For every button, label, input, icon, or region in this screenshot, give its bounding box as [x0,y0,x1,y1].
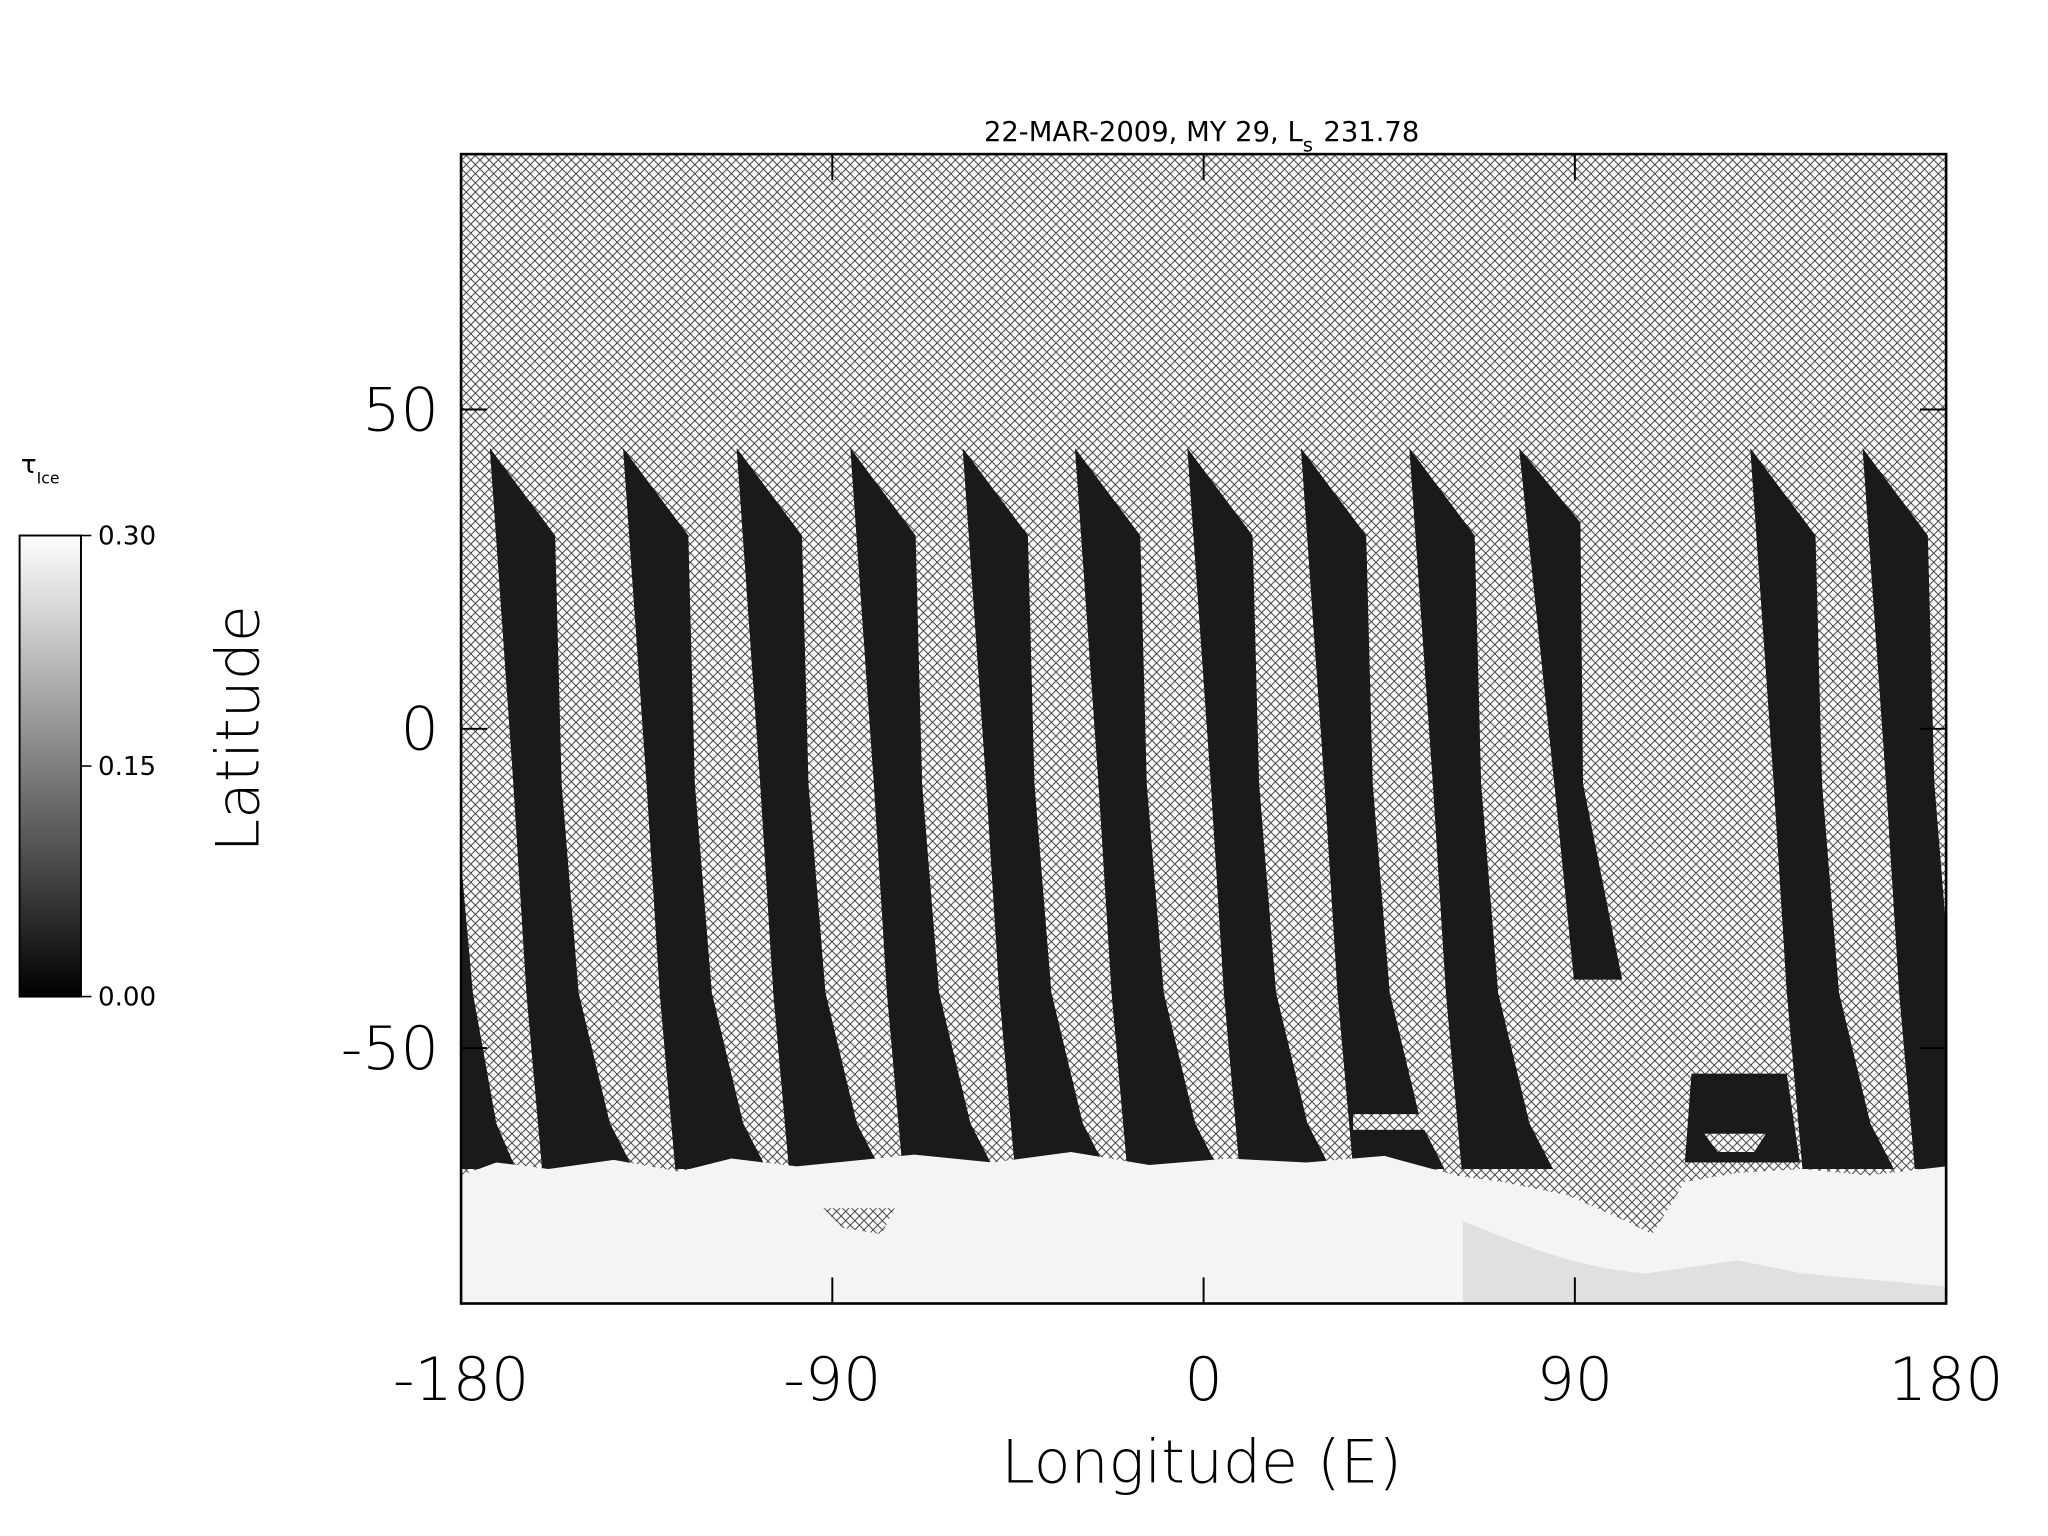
swath [962,448,1107,1169]
swath [1300,448,1445,1169]
y-tick-label: -50 [341,1014,439,1084]
swath [1074,448,1219,1169]
swath [489,448,634,1169]
axes: -180 -90 0 90 180 -50 0 50 [341,154,2004,1415]
swath-gap [1704,1133,1766,1152]
colorbar-title: τIce [21,450,60,487]
colorbar [18,534,82,998]
colorbar-axis: 0.30 0.15 0.00 [80,522,156,1013]
polar-ice-shading [1462,1221,1947,1304]
swath [1187,448,1331,1169]
swath [1862,447,1947,1169]
x-tick-label: -90 [783,1345,881,1415]
colorbar-tick-label: 0.30 [98,522,156,552]
x-tick-label: 0 [1184,1345,1222,1415]
swath [736,448,881,1169]
swath [1750,448,1894,1169]
y-tick-label: 50 [362,375,438,445]
y-axis-title: Latitude [204,605,274,852]
x-tick-label: 180 [1889,1345,2004,1415]
colorbar-tick-label: 0.15 [98,752,156,782]
orbit-swaths [461,447,1947,1169]
swath [1519,448,1623,980]
map-area [461,154,1947,1304]
x-tick-label: 90 [1537,1345,1613,1415]
title-suffix: 231.78 [1323,117,1419,148]
swath-gap [1353,1114,1429,1130]
swath [1409,448,1553,1169]
y-tick-label: 0 [401,695,439,765]
chart-title: 22-MAR-2009, MY 29, Ls 231.78 [984,117,1419,156]
colorbar-symbol: τ [21,450,37,480]
x-axis-title: Longitude (E) [1001,1427,1402,1497]
swath [461,862,516,1169]
title-text: 22-MAR-2009, MY 29, L [984,117,1304,148]
no-data-patch [822,1208,895,1235]
title-subscript: s [1303,134,1313,157]
swath [623,448,767,1169]
colorbar-tick-label: 0.00 [98,983,156,1013]
x-tick-label: -180 [393,1345,529,1415]
colorbar-subscript: Ice [37,468,60,487]
swath [850,448,994,1169]
